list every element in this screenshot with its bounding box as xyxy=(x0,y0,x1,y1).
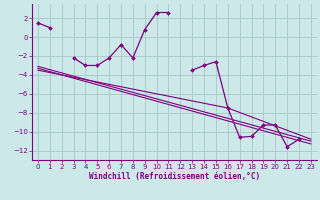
X-axis label: Windchill (Refroidissement éolien,°C): Windchill (Refroidissement éolien,°C) xyxy=(89,172,260,181)
